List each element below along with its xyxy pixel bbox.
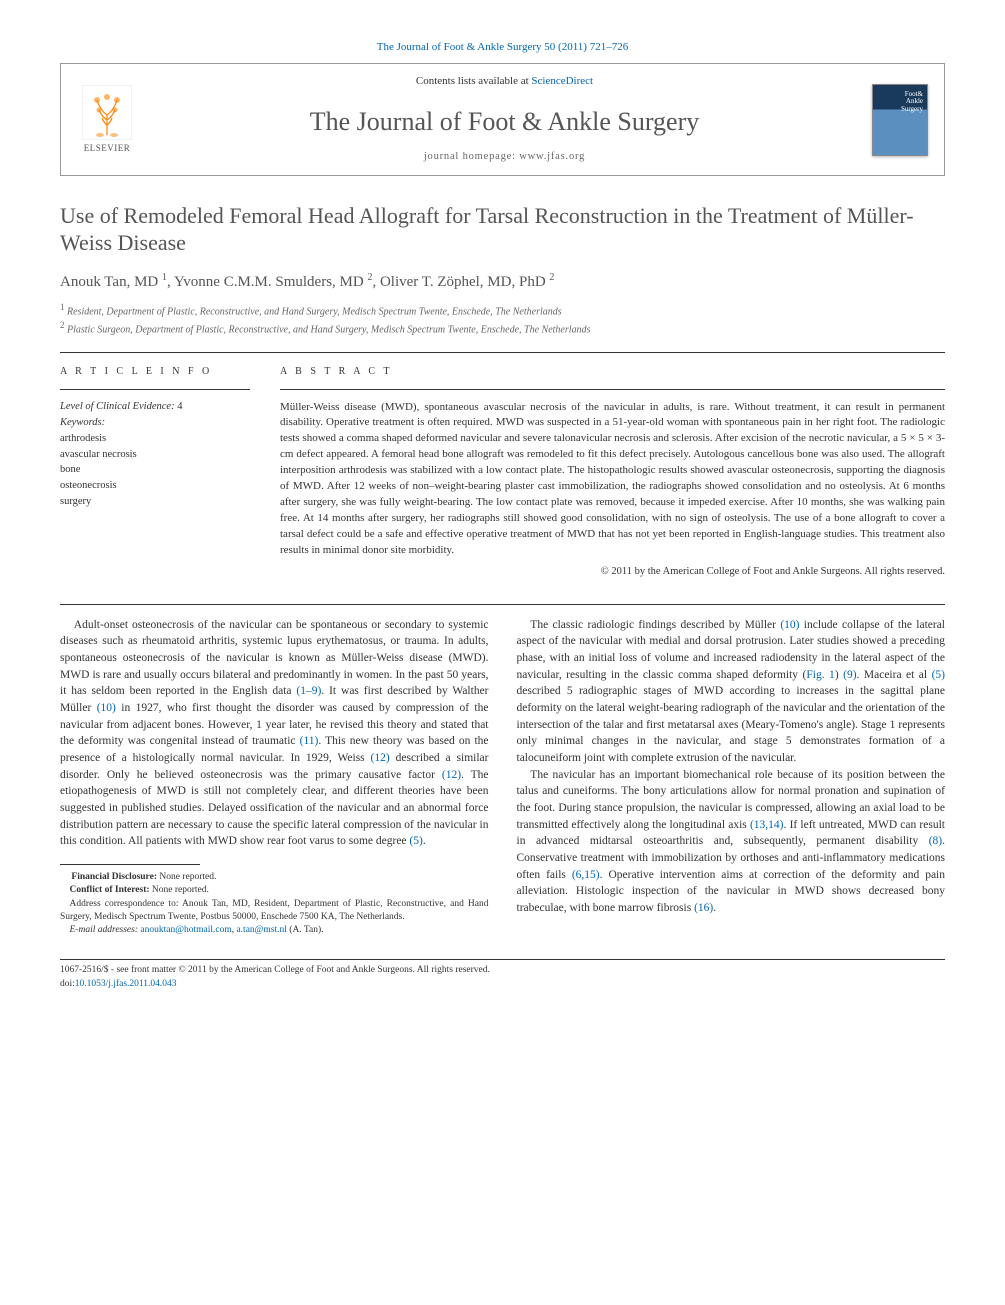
footnotes-block: Financial Disclosure: None reported. Con… xyxy=(60,871,489,937)
footnotes-divider xyxy=(60,864,200,865)
info-divider xyxy=(60,389,250,390)
body-text: described 5 radiographic stages of MWD a… xyxy=(517,685,946,764)
body-text: The classic radiologic findings describe… xyxy=(530,619,780,631)
journal-name: The Journal of Foot & Ankle Surgery xyxy=(137,104,872,140)
figure-link[interactable]: Fig. 1 xyxy=(806,669,834,681)
divider-mid xyxy=(60,604,945,605)
doi-link[interactable]: 10.1053/j.jfas.2011.04.043 xyxy=(75,979,177,989)
body-para-1: Adult-onset osteonecrosis of the navicul… xyxy=(60,617,489,850)
journal-cover-thumbnail xyxy=(872,84,928,156)
ref-link[interactable]: (5) xyxy=(409,835,422,847)
body-para-2: The classic radiologic findings describe… xyxy=(517,617,946,767)
article-title: Use of Remodeled Femoral Head Allograft … xyxy=(60,202,945,257)
article-info-label: A R T I C L E I N F O xyxy=(60,365,250,379)
elsevier-tree-icon xyxy=(82,85,132,140)
info-abstract-row: A R T I C L E I N F O Level of Clinical … xyxy=(60,365,945,580)
ref-link[interactable]: (1–9) xyxy=(296,685,321,697)
fd-value: None reported. xyxy=(159,872,216,882)
body-columns: Adult-onset osteonecrosis of the navicul… xyxy=(60,617,945,938)
top-citation: The Journal of Foot & Ankle Surgery 50 (… xyxy=(60,40,945,55)
coi-label: Conflict of Interest: xyxy=(70,885,150,895)
ref-link[interactable]: (6,15) xyxy=(572,869,600,881)
body-para-3: The navicular has an important biomechan… xyxy=(517,767,946,917)
body-text: ) xyxy=(835,669,843,681)
homepage-url: www.jfas.org xyxy=(519,151,585,162)
homepage-prefix: journal homepage: xyxy=(424,151,519,162)
page-container: The Journal of Foot & Ankle Surgery 50 (… xyxy=(0,0,1005,1031)
ref-link[interactable]: (11) xyxy=(300,735,319,747)
ref-link[interactable]: (5) xyxy=(932,669,945,681)
body-text: . xyxy=(713,902,716,914)
evidence-value: 4 xyxy=(177,401,182,412)
body-text: . xyxy=(423,835,426,847)
sciencedirect-link[interactable]: ScienceDirect xyxy=(531,75,593,87)
ref-link[interactable]: (16) xyxy=(694,902,713,914)
abstract-label: A B S T R A C T xyxy=(280,365,945,379)
correspondence: Address correspondence to: Anouk Tan, MD… xyxy=(60,898,489,925)
affiliations: 1 Resident, Department of Plastic, Recon… xyxy=(60,301,945,338)
abstract-column: A B S T R A C T Müller-Weiss disease (MW… xyxy=(280,365,945,580)
front-matter-line: 1067-2516/$ - see front matter © 2011 by… xyxy=(60,964,945,977)
doi-line: doi:10.1053/j.jfas.2011.04.043 xyxy=(60,978,945,991)
financial-disclosure: Financial Disclosure: None reported. xyxy=(60,871,489,884)
authors-line: Anouk Tan, MD 1, Yvonne C.M.M. Smulders,… xyxy=(60,271,945,293)
ref-link[interactable]: (13,14) xyxy=(750,819,784,831)
ref-link[interactable]: (12) xyxy=(442,769,461,781)
contents-prefix: Contents lists available at xyxy=(416,75,531,87)
bottom-bar: 1067-2516/$ - see front matter © 2011 by… xyxy=(60,959,945,991)
evidence-label: Level of Clinical Evidence: xyxy=(60,401,175,412)
homepage-line: journal homepage: www.jfas.org xyxy=(137,150,872,165)
abstract-copyright: © 2011 by the American College of Foot a… xyxy=(280,565,945,580)
conflict-of-interest: Conflict of Interest: None reported. xyxy=(60,884,489,897)
email-link[interactable]: anouktan@hotmail.com xyxy=(140,925,231,935)
abstract-text: Müller-Weiss disease (MWD), spontaneous … xyxy=(280,400,945,559)
ref-link[interactable]: (9) xyxy=(843,669,856,681)
ref-link[interactable]: (12) xyxy=(371,752,390,764)
title-block: Use of Remodeled Femoral Head Allograft … xyxy=(60,202,945,257)
elsevier-logo: ELSEVIER xyxy=(77,82,137,157)
doi-label: doi: xyxy=(60,979,75,989)
ref-link[interactable]: (10) xyxy=(780,619,799,631)
keywords-label: Keywords: xyxy=(60,416,250,431)
coi-value: None reported. xyxy=(152,885,209,895)
email-suffix: (A. Tan). xyxy=(289,925,323,935)
email-label: E-mail addresses: xyxy=(70,925,139,935)
header-center: Contents lists available at ScienceDirec… xyxy=(137,74,872,164)
abstract-divider xyxy=(280,389,945,390)
journal-header-box: ELSEVIER Contents lists available at Sci… xyxy=(60,63,945,175)
ref-link[interactable]: (8) xyxy=(929,835,942,847)
keyword-list: arthrodesisavascular necrosisboneosteone… xyxy=(60,431,250,510)
email-link[interactable]: a.tan@mst.nl xyxy=(236,925,286,935)
body-text: . Maceira et al xyxy=(857,669,932,681)
evidence-line: Level of Clinical Evidence: 4 xyxy=(60,400,250,415)
fd-label: Financial Disclosure: xyxy=(71,872,157,882)
article-info-column: A R T I C L E I N F O Level of Clinical … xyxy=(60,365,250,580)
divider-top xyxy=(60,352,945,353)
ref-link[interactable]: (10) xyxy=(97,702,116,714)
publisher-label: ELSEVIER xyxy=(84,142,131,155)
email-line: E-mail addresses: anouktan@hotmail.com, … xyxy=(60,924,489,937)
contents-lists-line: Contents lists available at ScienceDirec… xyxy=(137,74,872,89)
